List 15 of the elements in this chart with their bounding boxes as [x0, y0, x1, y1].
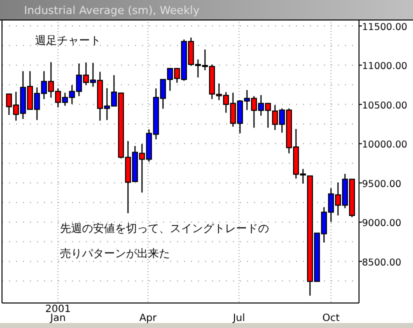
y-tick-label: 11000.00 [362, 61, 408, 72]
annotation: 週足チャート [35, 34, 101, 47]
y-tick-label: 10500.00 [362, 100, 408, 112]
x-tick-label: Oct [322, 313, 340, 324]
y-tick-label: 9500.00 [362, 178, 402, 190]
y-tick-label: 9000.00 [362, 218, 402, 230]
chart-title: Industrial Average (sm), Weekly [24, 4, 200, 17]
x-tick-label: Jul [232, 313, 246, 324]
annotation: 先週の安値を切って、スイングトレードの [60, 222, 269, 235]
x-tick-label: Apr [139, 313, 158, 324]
y-tick-label: 10000.00 [362, 140, 408, 151]
y-tick-label: 11500.00 [362, 22, 408, 33]
y-tick-label: 8500.00 [362, 257, 402, 268]
annotation: 売りパターンが出来た [60, 247, 170, 260]
x-tick-label: 2001 Jan [45, 304, 71, 324]
